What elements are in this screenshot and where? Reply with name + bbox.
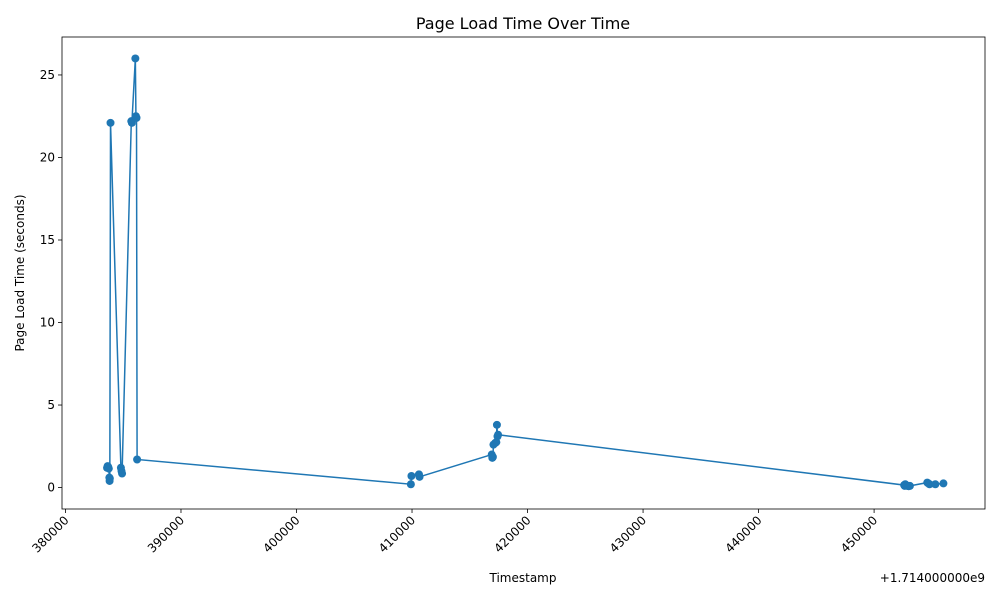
data-point — [931, 480, 940, 489]
y-tick-label: 15 — [40, 233, 55, 247]
data-point — [105, 474, 114, 483]
data-point — [415, 472, 424, 481]
data-point — [488, 453, 497, 462]
data-point — [492, 420, 501, 429]
data-point — [132, 113, 141, 122]
data-point — [118, 469, 127, 478]
x-axis-offset-label: +1.714000000e9 — [880, 571, 985, 585]
axes-frame — [61, 36, 986, 510]
data-point — [905, 481, 914, 490]
data-point — [104, 464, 113, 473]
data-point — [133, 455, 142, 464]
y-tick-label: 10 — [40, 316, 55, 330]
y-tick-label: 20 — [40, 150, 55, 164]
x-axis-label: Timestamp — [489, 571, 557, 585]
data-point — [939, 479, 948, 488]
data-point — [925, 480, 934, 489]
data-point — [131, 54, 140, 63]
data-point — [494, 430, 503, 439]
data-point — [407, 471, 416, 480]
data-point — [406, 480, 415, 489]
y-tick-label: 5 — [47, 398, 55, 412]
chart-title: Page Load Time Over Time — [416, 14, 630, 33]
y-tick-label: 25 — [40, 68, 55, 82]
data-point — [106, 118, 115, 127]
y-axis-label: Page Load Time (seconds) — [13, 194, 27, 351]
y-tick-label: 0 — [47, 481, 55, 495]
